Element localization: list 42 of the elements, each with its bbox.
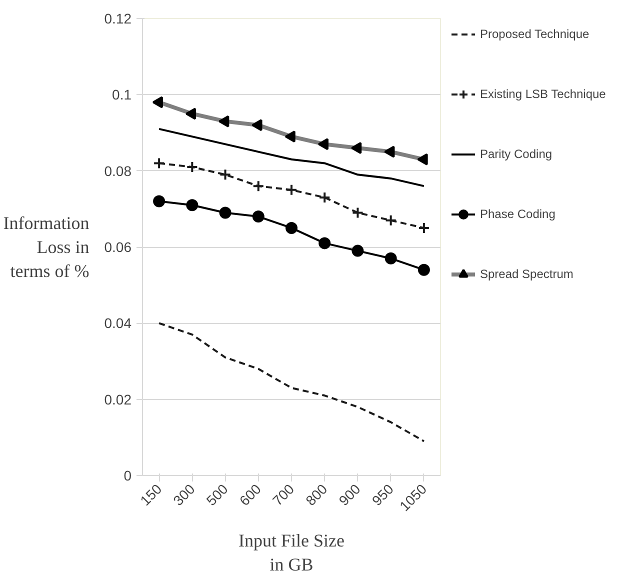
- point: [418, 264, 430, 276]
- y-tick-label: 0.08: [104, 162, 132, 179]
- legend-label: Phase Coding: [480, 207, 556, 221]
- x-tick-label: 150: [136, 480, 165, 509]
- point: [286, 222, 298, 234]
- point: [418, 222, 430, 234]
- point: [286, 184, 298, 196]
- point: [153, 157, 166, 170]
- point: [352, 244, 364, 257]
- point: [252, 180, 264, 192]
- y-tick-label: 0.06: [104, 239, 132, 255]
- x-tick-label: 950: [368, 480, 397, 509]
- point: [186, 199, 198, 212]
- x-tick-label: 300: [170, 480, 198, 509]
- point: [384, 252, 397, 264]
- legend-label: Spread Spectrum: [480, 267, 574, 281]
- point: [352, 206, 364, 219]
- line-series: [158, 128, 425, 188]
- point: [186, 161, 198, 174]
- y-tick-label: 0.12: [104, 10, 132, 26]
- y-tick-label: 0.02: [104, 391, 132, 408]
- point: [318, 191, 331, 204]
- y-axis-title: Information Loss in terms of %: [3, 213, 90, 281]
- x-tick-label: 500: [203, 480, 232, 509]
- legend-label: Existing LSB Technique: [480, 87, 606, 101]
- legend-label: Proposed Technique: [480, 27, 590, 41]
- y-tick-label: 0: [124, 468, 132, 484]
- x-tick-label: 900: [336, 480, 364, 509]
- point: [153, 195, 166, 208]
- point: [219, 168, 232, 181]
- point: [252, 210, 264, 223]
- x-tick-label: 700: [269, 480, 298, 509]
- legend-label: Parity Coding: [480, 147, 552, 161]
- x-axis-title: Input File Size in GB: [238, 530, 345, 575]
- x-tick-label: 600: [236, 480, 264, 509]
- point: [318, 237, 331, 250]
- y-tick-label: 0.1: [112, 86, 132, 103]
- y-tick-label: 0.04: [104, 315, 132, 332]
- x-tick-label: 800: [302, 480, 330, 509]
- point: [384, 214, 397, 226]
- line-series: [158, 322, 425, 442]
- point: [219, 206, 232, 219]
